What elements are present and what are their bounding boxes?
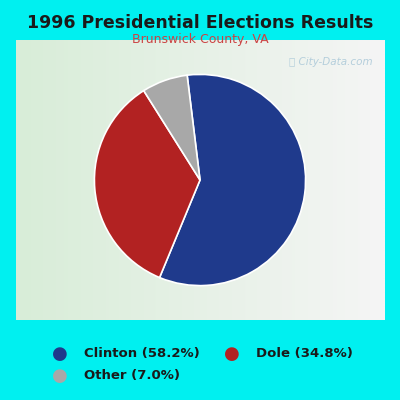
Text: Other (7.0%): Other (7.0%) [84,370,180,382]
Wedge shape [160,74,306,286]
Wedge shape [94,91,200,278]
Text: 1996 Presidential Elections Results: 1996 Presidential Elections Results [27,14,373,32]
Wedge shape [144,75,200,180]
Text: Dole (34.8%): Dole (34.8%) [256,348,353,360]
Text: ●: ● [224,345,240,363]
Text: ⓘ City-Data.com: ⓘ City-Data.com [289,57,373,67]
Text: Brunswick County, VA: Brunswick County, VA [132,33,268,46]
Text: ●: ● [52,345,68,363]
Text: Clinton (58.2%): Clinton (58.2%) [84,348,200,360]
Text: ●: ● [52,367,68,385]
